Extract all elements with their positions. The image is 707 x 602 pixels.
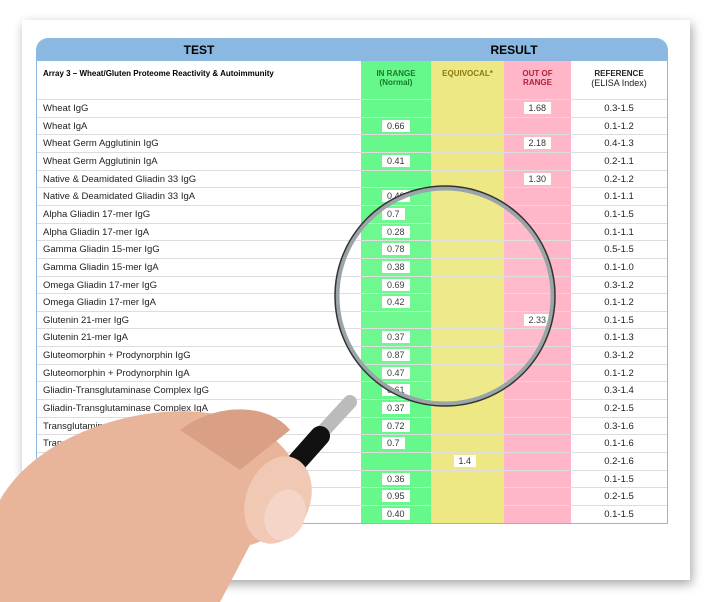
table-row: Gamma Gliadin 15-mer IgA 0.38 0.1-1.0: [37, 257, 667, 277]
reference-range: 0.1-1.5: [604, 314, 634, 326]
table-row: Wheat IgG 1.68 0.3-1.5: [37, 99, 667, 118]
reference-range: 0.2-1.1: [604, 155, 634, 167]
result-value: 0.37: [382, 331, 410, 344]
table-row: Transglutaminase-2 IgG 0.72 0.3-1.6: [37, 416, 667, 436]
test-name: Gluteomorphin + Prodynorphin IgG: [43, 350, 191, 362]
table-row: Glutenin 21-mer IgA 0.37 0.1-1.3: [37, 328, 667, 347]
test-name: Gluteomorphin + Prodynorphin IgA: [43, 367, 190, 379]
result-value: 0.69: [382, 278, 410, 291]
result-header: RESULT: [490, 43, 538, 57]
results-table: TEST RESULT Array 3 – Wheat/Gluten Prote…: [36, 38, 668, 524]
result-value: 0.47: [382, 366, 410, 379]
reference-range: 0.1-1.5: [604, 508, 634, 520]
test-name: Gliadin-Transglutaminase Complex IgG: [43, 385, 209, 397]
result-value: 0.7: [382, 207, 405, 220]
reference-range: 0.3-1.2: [604, 279, 634, 291]
reference-range: 0.5-1.5: [604, 244, 634, 256]
reference-range: 0.1-1.2: [604, 120, 634, 132]
test-name: Native & Deamidated Gliadin 33 IgG: [43, 173, 197, 185]
result-value: 0.87: [382, 349, 410, 362]
reference-range: 0.1-1.3: [604, 332, 634, 344]
sub-header: Array 3 – Wheat/Gluten Proteome Reactivi…: [37, 63, 667, 99]
result-value: 0.37: [382, 402, 410, 415]
table-row: Native & Deamidated Gliadin 33 IgG 1.30 …: [37, 169, 667, 189]
test-name: Wheat Germ Agglutinin IgA: [43, 155, 158, 167]
reference-range: 0.3-1.4: [604, 385, 634, 397]
result-value: 0.42: [382, 296, 410, 309]
result-value: 0.78: [382, 243, 410, 256]
reference-range: 0.1-1.2: [604, 297, 634, 309]
table-row: 0.40 0.1-1.5: [37, 504, 667, 523]
result-value: 0.66: [382, 119, 410, 132]
result-value: 0.95: [382, 490, 410, 503]
test-name: Alpha Gliadin 17-mer IgG: [43, 208, 151, 220]
reference-range: 0.2-1.5: [604, 491, 634, 503]
test-name: Alpha Gliadin 17-mer IgA: [43, 226, 150, 238]
result-value: 0.36: [382, 472, 410, 485]
array-title: Array 3 – Wheat/Gluten Proteome Reactivi…: [43, 69, 274, 78]
test-name: Wheat IgG: [43, 103, 89, 114]
result-value: 0.41: [382, 154, 410, 167]
reference-label: REFERENCE (ELISA Index): [591, 69, 647, 88]
test-name: Glutenin 21-mer IgG: [43, 314, 130, 326]
in-range-label: IN RANGE (Normal): [376, 69, 416, 87]
result-value: 1.30: [523, 172, 552, 185]
reference-range: 0.2-1.6: [604, 456, 634, 467]
table-row: Omega Gliadin 17-mer IgA 0.42 0.1-1.2: [37, 293, 667, 312]
table-header: TEST RESULT: [37, 39, 667, 61]
result-value: 0.72: [382, 419, 410, 432]
table-row: Glutenin 21-mer IgG 2.33 0.1-1.5: [37, 310, 667, 330]
table-row: Alpha Gliadin 17-mer IgA 0.28 0.1-1.1: [37, 222, 667, 242]
test-name: Omega Gliadin 17-mer IgG: [43, 279, 158, 291]
result-value: 2.33: [523, 313, 552, 326]
result-value: 0.7: [382, 437, 405, 450]
table-row: Alpha Gliadin 17-mer IgG 0.7 0.1-1.5: [37, 204, 667, 224]
test-name: Gliadin-Transglutaminase Complex IgA: [43, 403, 208, 415]
test-name: Gamma Gliadin 15-mer IgA: [43, 261, 159, 273]
result-value: 1.68: [523, 102, 552, 114]
hand: [0, 409, 312, 602]
test-name: Wheat IgA: [43, 120, 88, 132]
reference-range: 0.3-1.6: [604, 420, 634, 432]
table-row: Wheat IgA 0.66 0.1-1.2: [37, 116, 667, 136]
test-header: TEST: [183, 43, 215, 57]
reference-range: 0.1-1.1: [604, 226, 634, 238]
result-value: 2.18: [523, 137, 552, 150]
reference-range: 0.3-1.5: [604, 103, 634, 114]
test-name: Gamma Gliadin 15-mer IgG: [43, 244, 160, 256]
table-row: 0.95 0.2-1.5: [37, 487, 667, 506]
table-row: Wheat Germ Agglutinin IgA 0.41 0.2-1.1: [37, 151, 667, 171]
equivocal-label: EQUIVOCAL*: [442, 69, 493, 78]
table-row: Omega Gliadin 17-mer IgG 0.69 0.3-1.2: [37, 275, 667, 295]
result-value: 0.38: [382, 260, 410, 273]
test-name: Glutenin 21-mer IgA: [43, 332, 129, 344]
reference-range: 0.3-1.2: [604, 350, 634, 362]
reference-range: 0.1-1.5: [604, 208, 634, 220]
reference-range: 0.1-1.0: [604, 261, 634, 273]
table-row: Wheat Germ Agglutinin IgG 2.18 0.4-1.3: [37, 134, 667, 153]
reference-range: 0.1-1.5: [604, 473, 634, 485]
test-name: Omega Gliadin 17-mer IgA: [43, 297, 156, 309]
result-value: 0.28: [382, 225, 410, 238]
reference-range: 0.2-1.5: [604, 403, 634, 415]
equivocal-column: [431, 61, 504, 523]
out-of-range-label: OUT OF RANGE: [522, 69, 553, 87]
test-name: Transglutaminase-2 IgG: [43, 420, 145, 432]
reference-range: 0.1-1.6: [604, 438, 634, 450]
reference-range: 0.1-1.1: [604, 191, 634, 203]
reference-range: 0.2-1.2: [604, 173, 634, 185]
test-name: Wheat Germ Agglutinin IgG: [43, 138, 159, 150]
result-value: 0.40: [382, 507, 410, 520]
test-name: Native & Deamidated Gliadin 33 IgA: [43, 191, 196, 203]
result-value: 1.4: [453, 455, 477, 467]
table-row: Gluteomorphin + Prodynorphin IgA 0.47 0.…: [37, 363, 667, 383]
reference-range: 0.1-1.2: [604, 367, 634, 379]
reference-range: 0.4-1.3: [604, 138, 634, 150]
